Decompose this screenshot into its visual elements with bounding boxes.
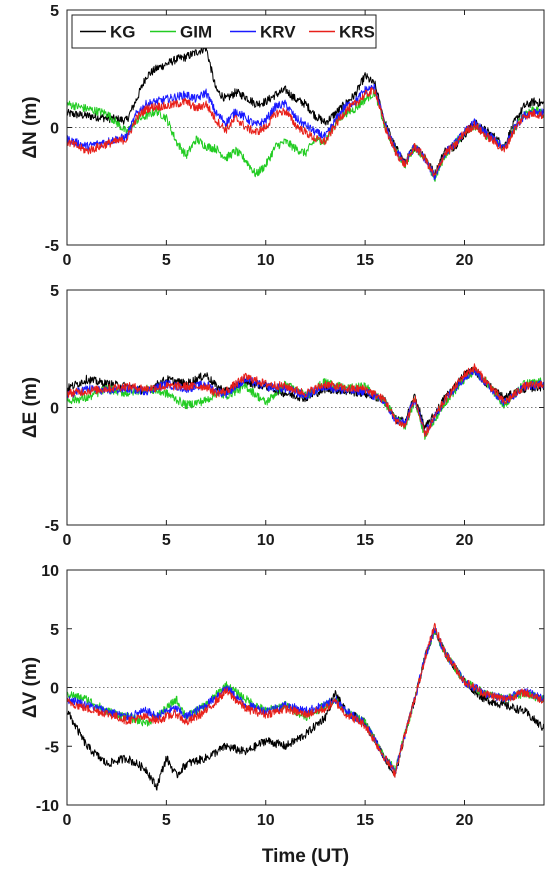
x-tick-label: 0	[63, 532, 72, 549]
y-tick-label: -5	[45, 518, 59, 535]
x-tick-label: 20	[456, 812, 474, 829]
x-tick-label: 10	[257, 532, 275, 549]
x-tick-label: 0	[63, 252, 72, 269]
x-tick-label: 5	[162, 812, 171, 829]
y-axis-label: ΔN (m)	[20, 96, 41, 158]
x-tick-label: 0	[63, 812, 72, 829]
series-line-krs	[67, 622, 544, 778]
series-line-krs	[67, 86, 544, 177]
legend-label-krv: KRV	[260, 23, 296, 42]
x-tick-label: 20	[456, 532, 474, 549]
x-tick-label: 15	[356, 812, 374, 829]
legend-label-krs: KRS	[339, 23, 375, 42]
y-axis-label: ΔV (m)	[20, 657, 41, 718]
panel-1-series	[67, 44, 544, 182]
y-tick-label: 0	[50, 681, 59, 698]
series-line-kg	[67, 367, 544, 430]
series-line-krv	[67, 627, 544, 775]
legend-label-kg: KG	[110, 23, 136, 42]
y-tick-label: 5	[50, 622, 59, 639]
series-line-gim	[67, 369, 544, 440]
panel-3-series	[67, 622, 544, 791]
x-tick-label: 5	[162, 532, 171, 549]
y-tick-label: -10	[36, 798, 59, 815]
y-tick-label: 10	[41, 563, 59, 580]
y-axis-label: ΔE (m)	[20, 377, 41, 438]
series-line-krs	[67, 363, 544, 438]
panel-3: -10 -5 0 5 10 0 5 10 15 20 ΔV (m)	[20, 563, 545, 829]
x-tick-label: 5	[162, 252, 171, 269]
y-tick-label: 0	[50, 121, 59, 138]
x-tick-label: 20	[456, 252, 474, 269]
y-tick-label: -5	[45, 238, 59, 255]
series-line-gim	[67, 628, 544, 773]
legend: KG GIM KRV KRS	[71, 14, 377, 49]
legend-label-gim: GIM	[180, 23, 212, 42]
panel-2-series	[67, 363, 544, 440]
x-tick-label: 10	[257, 812, 275, 829]
y-tick-label: 5	[50, 283, 59, 300]
y-tick-label: 0	[50, 401, 59, 418]
y-tick-label: -5	[45, 739, 59, 756]
x-tick-label: 10	[257, 252, 275, 269]
x-axis-label: Time (UT)	[262, 846, 349, 867]
x-tick-label: 15	[356, 532, 374, 549]
series-line-kg	[67, 627, 544, 791]
y-tick-label: 5	[50, 3, 59, 20]
series-line-krv	[67, 368, 544, 436]
x-tick-label: 15	[356, 252, 374, 269]
